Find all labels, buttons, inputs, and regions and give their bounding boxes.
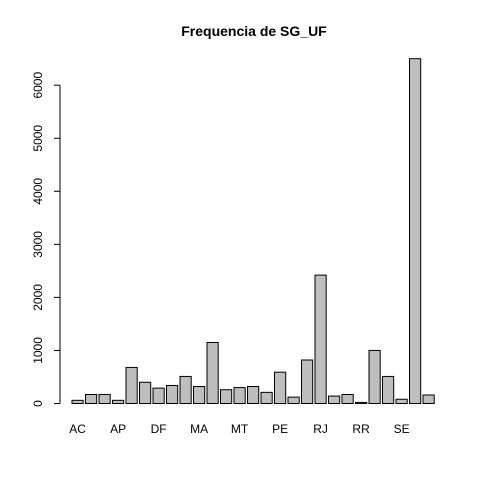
bar-PE [274, 371, 287, 405]
x-tick-label-PE: PE [272, 422, 288, 436]
bar-AC [71, 399, 84, 405]
y-tick-label-5000: 5000 [31, 125, 45, 152]
bar-MT [233, 387, 246, 404]
bar-MA [193, 386, 206, 404]
bar-RJ [314, 274, 327, 404]
bar-PB [260, 391, 273, 404]
bar-PR [301, 359, 314, 404]
bar-MS [220, 389, 233, 404]
x-tick-label-AP: AP [110, 422, 126, 436]
bar-SC [382, 375, 395, 405]
bars-group [71, 58, 435, 405]
bar-AP [112, 399, 125, 405]
bar-AM [98, 393, 111, 405]
x-axis-labels: AC AP DF MA MT PE RJ RR SE [69, 422, 409, 436]
x-tick-label-MA: MA [190, 422, 208, 436]
bar-SE [395, 398, 408, 405]
x-tick-label-RR: RR [352, 422, 370, 436]
bar-SP [409, 58, 422, 405]
chart-title: Frequencia de SG_UF [181, 23, 327, 39]
y-tick-label-6000: 6000 [31, 72, 45, 99]
bar-MG [206, 341, 219, 404]
y-tick-label-1000: 1000 [31, 337, 45, 364]
y-axis: 0 1000 2000 3000 4000 5000 6000 [31, 72, 61, 407]
x-tick-label-DF: DF [151, 422, 167, 436]
bar-CE [139, 381, 152, 404]
x-tick-label-SE: SE [394, 422, 410, 436]
bar-RO [341, 393, 354, 405]
bar-GO [179, 375, 192, 405]
bar-RS [368, 349, 381, 405]
x-tick-label-MT: MT [231, 422, 249, 436]
bar-AL [85, 393, 98, 405]
bar-TO [422, 394, 435, 405]
x-tick-label-AC: AC [69, 422, 86, 436]
bar-ES [166, 384, 179, 404]
y-tick-label-4000: 4000 [31, 178, 45, 205]
bar-BA [125, 366, 138, 404]
x-tick-label-RJ: RJ [313, 422, 328, 436]
y-tick-label-2000: 2000 [31, 284, 45, 311]
bar-RN [328, 395, 341, 405]
bar-PI [287, 396, 300, 405]
bar-RR [355, 401, 368, 405]
bar-DF [152, 387, 165, 404]
y-tick-label-0: 0 [31, 400, 45, 407]
y-tick-label-3000: 3000 [31, 231, 45, 258]
bar-PA [247, 386, 260, 404]
